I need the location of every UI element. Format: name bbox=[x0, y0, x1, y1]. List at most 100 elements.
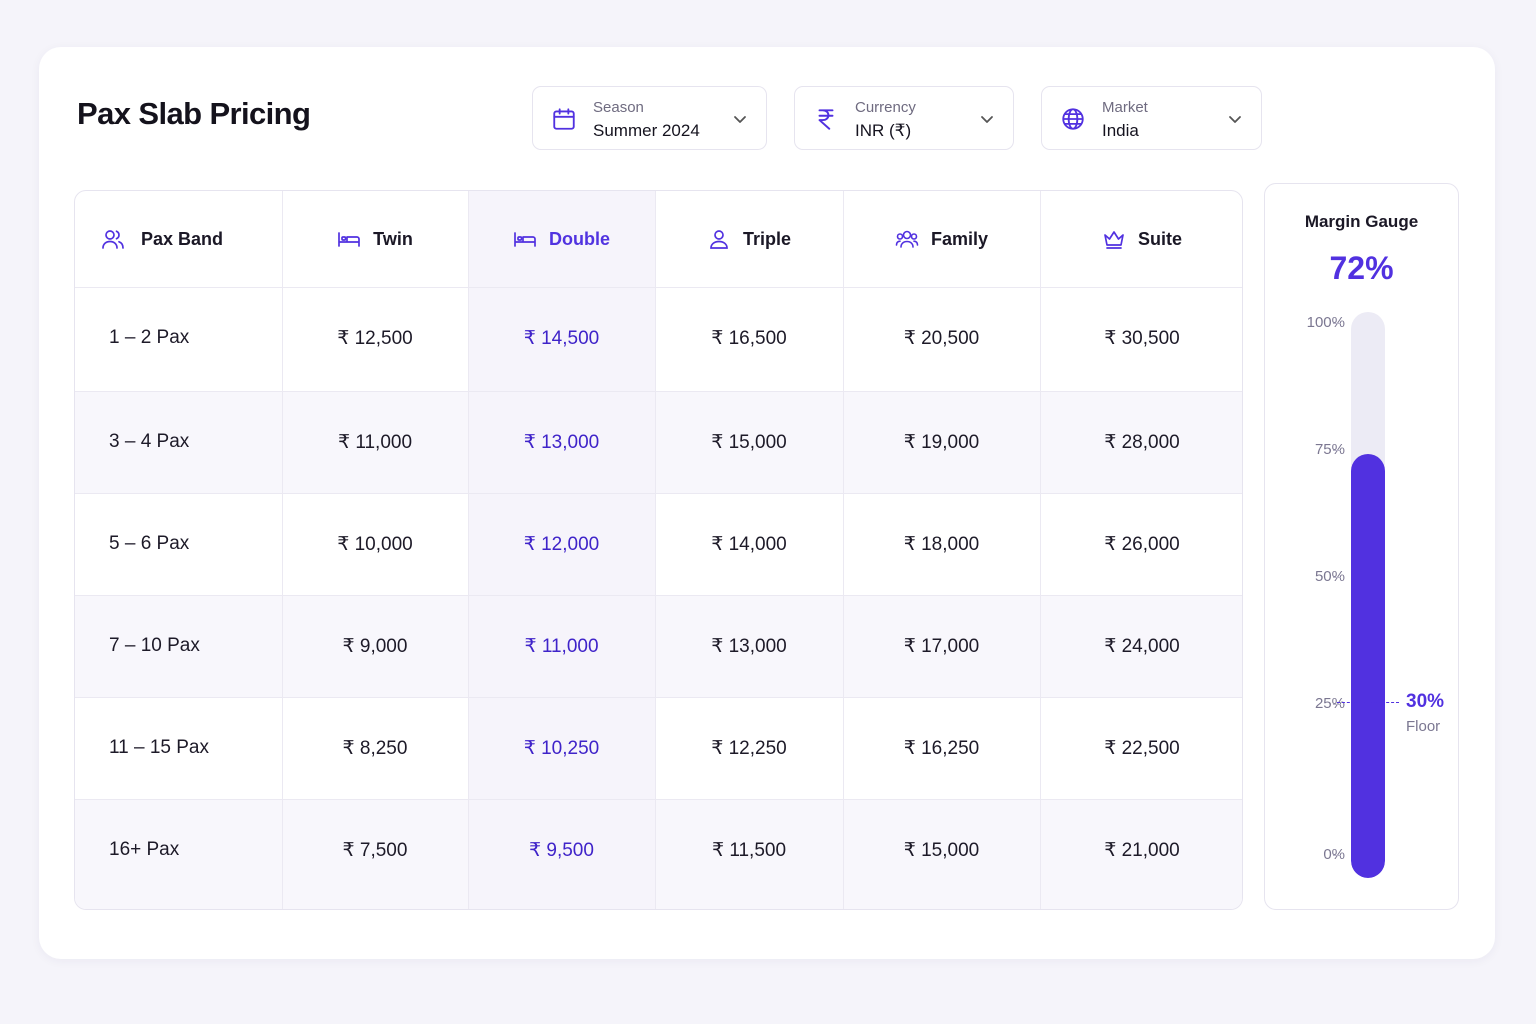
column-header-twin[interactable]: Twin bbox=[282, 191, 468, 287]
price-cell-triple[interactable]: ₹ 11,500 bbox=[711, 839, 787, 861]
pax-band-cell: 3 – 4 Pax bbox=[109, 431, 190, 452]
header-label: Pax Band bbox=[141, 228, 224, 249]
column-divider bbox=[282, 191, 283, 909]
column-divider bbox=[1040, 191, 1041, 909]
gauge-tick-mark bbox=[1333, 855, 1341, 856]
price-cell-family[interactable]: ₹ 19,000 bbox=[903, 431, 980, 453]
price-cell-twin[interactable]: ₹ 10,000 bbox=[337, 533, 413, 555]
header-label: Triple bbox=[742, 228, 791, 249]
price-cell-double[interactable]: ₹ 12,000 bbox=[523, 533, 600, 555]
row-divider bbox=[75, 799, 1242, 800]
price-cell-family[interactable]: ₹ 16,250 bbox=[903, 737, 980, 759]
pax-band-cell: 7 – 10 Pax bbox=[109, 635, 200, 656]
season-select[interactable]: Season Summer 2024 bbox=[532, 86, 767, 150]
price-cell-triple[interactable]: ₹ 12,250 bbox=[711, 737, 787, 759]
chevron-down-icon bbox=[732, 111, 748, 127]
gauge-tick-label: 50% bbox=[1314, 568, 1345, 585]
gauge-track bbox=[1351, 312, 1385, 878]
column-header-pax-band[interactable]: Pax Band bbox=[75, 191, 282, 287]
chevron-down-icon bbox=[1227, 111, 1243, 127]
users-icon bbox=[101, 227, 125, 251]
price-cell-twin[interactable]: ₹ 8,250 bbox=[342, 737, 408, 759]
price-cell-double[interactable]: ₹ 10,250 bbox=[523, 737, 600, 759]
gauge-tick-label: 0% bbox=[1323, 846, 1345, 863]
gauge-tick-mark bbox=[1333, 704, 1341, 705]
gauge-value: 72% bbox=[1329, 250, 1394, 286]
gauge-tick-label: 25% bbox=[1314, 695, 1345, 712]
price-cell-family[interactable]: ₹ 17,000 bbox=[903, 635, 980, 657]
price-cell-suite[interactable]: ₹ 28,000 bbox=[1104, 431, 1180, 453]
crown-icon bbox=[1102, 227, 1126, 251]
price-cell-double[interactable]: ₹ 13,000 bbox=[523, 431, 600, 453]
table-row[interactable]: 5 – 6 Pax ₹ 10,000 ₹ 12,000 ₹ 14,000 ₹ 1… bbox=[75, 493, 1242, 595]
price-cell-double[interactable]: ₹ 11,000 bbox=[524, 635, 599, 657]
price-cell-family[interactable]: ₹ 18,000 bbox=[903, 533, 980, 555]
price-cell-twin[interactable]: ₹ 7,500 bbox=[342, 839, 408, 861]
price-cell-suite[interactable]: ₹ 30,500 bbox=[1104, 327, 1180, 349]
gauge-tick-label: 75% bbox=[1314, 441, 1345, 458]
column-header-double[interactable]: Double bbox=[468, 191, 655, 287]
price-cell-suite[interactable]: ₹ 22,500 bbox=[1104, 737, 1180, 759]
table-row[interactable]: 11 – 15 Pax ₹ 8,250 ₹ 10,250 ₹ 12,250 ₹ … bbox=[75, 697, 1242, 799]
table-row[interactable]: 3 – 4 Pax ₹ 11,000 ₹ 13,000 ₹ 15,000 ₹ 1… bbox=[75, 391, 1242, 493]
currency-caption: Currency bbox=[855, 99, 916, 116]
column-header-triple[interactable]: Triple bbox=[655, 191, 843, 287]
calendar-icon bbox=[551, 106, 577, 132]
price-cell-twin[interactable]: ₹ 9,000 bbox=[342, 635, 408, 657]
gauge-fill bbox=[1351, 453, 1385, 878]
season-value: Summer 2024 bbox=[593, 121, 700, 140]
row-divider bbox=[75, 287, 1242, 288]
bed-icon bbox=[337, 227, 361, 251]
family-icon bbox=[895, 227, 919, 251]
pricing-table: Pax Band Twin Double Triple Family Suite… bbox=[74, 190, 1243, 910]
market-value: India bbox=[1102, 121, 1139, 140]
price-cell-triple[interactable]: ₹ 14,000 bbox=[711, 533, 787, 555]
header-label: Family bbox=[930, 228, 989, 249]
gauge-tick-mark bbox=[1333, 323, 1341, 324]
header-label: Suite bbox=[1137, 228, 1182, 249]
gauge-tick-mark bbox=[1333, 450, 1341, 451]
row-stripe bbox=[75, 595, 1242, 697]
table-row[interactable]: 1 – 2 Pax ₹ 12,500 ₹ 14,500 ₹ 16,500 ₹ 2… bbox=[75, 287, 1242, 389]
price-cell-double[interactable]: ₹ 9,500 bbox=[529, 839, 594, 861]
globe-icon bbox=[1060, 106, 1086, 132]
pax-band-cell: 11 – 15 Pax bbox=[109, 737, 210, 758]
page-title: Pax Slab Pricing bbox=[77, 96, 311, 131]
price-cell-twin[interactable]: ₹ 12,500 bbox=[337, 327, 413, 349]
currency-select[interactable]: Currency INR (₹) bbox=[794, 86, 1014, 150]
user-icon bbox=[707, 227, 731, 251]
header-label: Double bbox=[549, 228, 610, 249]
column-header-suite[interactable]: Suite bbox=[1040, 191, 1242, 287]
price-cell-suite[interactable]: ₹ 24,000 bbox=[1104, 635, 1180, 657]
table-row[interactable]: 7 – 10 Pax ₹ 9,000 ₹ 11,000 ₹ 13,000 ₹ 1… bbox=[75, 595, 1242, 697]
price-cell-triple[interactable]: ₹ 13,000 bbox=[711, 635, 787, 657]
market-caption: Market bbox=[1102, 99, 1148, 116]
price-cell-double[interactable]: ₹ 14,500 bbox=[523, 327, 600, 349]
highlighted-column bbox=[468, 191, 655, 909]
season-caption: Season bbox=[593, 99, 644, 116]
column-divider bbox=[655, 191, 656, 909]
gauge-tick-mark bbox=[1333, 577, 1341, 578]
price-cell-twin[interactable]: ₹ 11,000 bbox=[337, 431, 413, 453]
price-cell-suite[interactable]: ₹ 26,000 bbox=[1104, 533, 1180, 555]
floor-value: 30% bbox=[1406, 691, 1445, 713]
row-divider bbox=[75, 493, 1242, 494]
price-cell-family[interactable]: ₹ 20,500 bbox=[903, 327, 980, 349]
price-cell-triple[interactable]: ₹ 15,000 bbox=[711, 431, 787, 453]
price-cell-suite[interactable]: ₹ 21,000 bbox=[1104, 839, 1180, 861]
margin-gauge-panel: Margin Gauge 72% 100% 75% 50% 25% 0% 30%… bbox=[1264, 183, 1459, 910]
column-divider bbox=[843, 191, 844, 909]
price-cell-triple[interactable]: ₹ 16,500 bbox=[711, 327, 787, 349]
row-divider bbox=[75, 595, 1242, 596]
price-cell-family[interactable]: ₹ 15,000 bbox=[903, 839, 980, 861]
row-divider bbox=[75, 697, 1242, 698]
bed-icon bbox=[513, 227, 537, 251]
chevron-down-icon bbox=[979, 111, 995, 127]
pax-band-cell: 16+ Pax bbox=[109, 839, 180, 860]
table-row[interactable]: 16+ Pax ₹ 7,500 ₹ 9,500 ₹ 11,500 ₹ 15,00… bbox=[75, 799, 1242, 909]
floor-marker-line bbox=[1337, 702, 1399, 704]
market-select[interactable]: Market India bbox=[1041, 86, 1262, 150]
column-header-family[interactable]: Family bbox=[843, 191, 1040, 287]
pax-band-cell: 5 – 6 Pax bbox=[109, 533, 190, 554]
gauge-tick-label: 100% bbox=[1306, 314, 1345, 331]
